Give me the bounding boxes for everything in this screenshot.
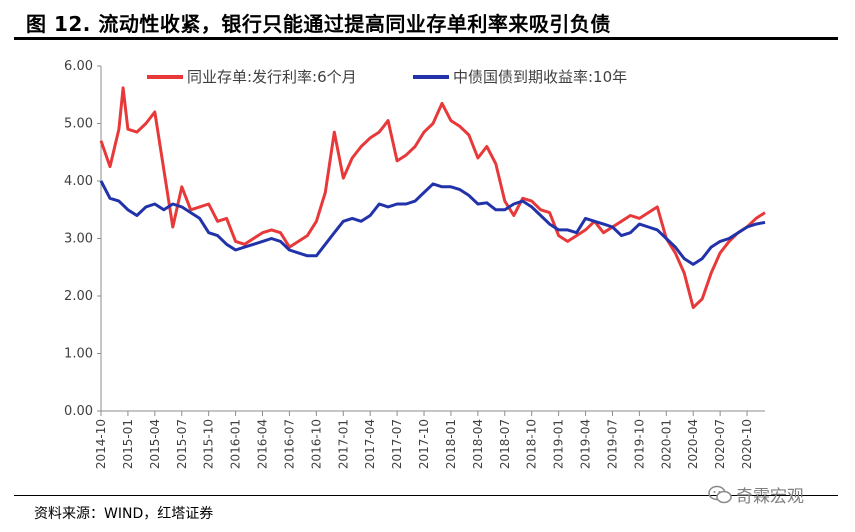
x-tick-label: 2016-10 xyxy=(309,419,323,469)
x-tick-label: 2016-07 xyxy=(282,419,296,469)
x-tick-label: 2020-01 xyxy=(659,419,673,469)
watermark: 奇霖宏观 xyxy=(708,482,804,507)
legend-label-2: 中债国债到期收益率:10年 xyxy=(453,68,627,86)
x-tick-label: 2014-10 xyxy=(94,419,108,469)
chart-axes: 0.00 1.00 2.00 3.00 4.00 5.00 6.00 2014-10 2015-… xyxy=(64,59,765,469)
y-tick-label: 5.00 xyxy=(64,117,93,132)
chart-legend: 同业存单:发行利率:6个月 中债国债到期收益率:10年 xyxy=(147,68,627,86)
x-tick-label: 2015-10 xyxy=(202,419,216,469)
x-tick-label: 2018-04 xyxy=(471,419,485,469)
series-line-1 xyxy=(99,86,766,309)
x-tick-label: 2017-10 xyxy=(417,419,431,469)
x-tick-label: 2020-04 xyxy=(686,419,700,469)
x-tick-label: 2018-10 xyxy=(525,419,539,469)
x-tick-label: 2019-01 xyxy=(552,419,566,469)
y-tick-label: 4.00 xyxy=(64,174,93,189)
x-tick-label: 2015-01 xyxy=(121,419,135,469)
x-tick-label: 2019-10 xyxy=(632,419,646,469)
wechat-icon xyxy=(708,485,732,503)
x-tick-label: 2015-04 xyxy=(148,419,162,469)
x-tick-label: 2016-04 xyxy=(256,419,270,469)
x-tick-label: 2020-10 xyxy=(740,419,754,469)
x-tick-label: 2019-04 xyxy=(579,419,593,469)
legend-label-1: 同业存单:发行利率:6个月 xyxy=(187,68,357,86)
series-line-2 xyxy=(99,180,766,266)
x-tick-label: 2019-07 xyxy=(605,419,619,469)
y-tick-label: 2.00 xyxy=(64,289,93,304)
x-tick-label: 2017-04 xyxy=(363,419,377,469)
chart-lines xyxy=(99,86,766,309)
x-tick-label: 2017-01 xyxy=(336,419,350,469)
x-tick-label: 2017-07 xyxy=(390,419,404,469)
x-tick-label: 2016-01 xyxy=(229,419,243,469)
x-tick-label: 2020-07 xyxy=(713,419,727,469)
y-tick-label: 0.00 xyxy=(64,404,93,419)
figure-title: 图 12. 流动性收紧，银行只能通过提高同业存单利率来吸引负债 xyxy=(26,12,611,36)
x-tick-label: 2018-01 xyxy=(444,419,458,469)
chart: 0.00 1.00 2.00 3.00 4.00 5.00 6.00 2014-10 2015-… xyxy=(64,59,766,469)
y-tick-label: 6.00 xyxy=(64,59,93,74)
y-tick-label: 3.00 xyxy=(64,232,93,247)
watermark-text: 奇霖宏观 xyxy=(736,487,804,507)
x-tick-label: 2018-07 xyxy=(498,419,512,469)
y-tick-label: 1.00 xyxy=(64,347,93,362)
source-note: 资料来源：WIND，红塔证券 xyxy=(34,506,214,522)
x-tick-label: 2015-07 xyxy=(175,419,189,469)
footer-rule xyxy=(14,495,838,496)
title-rule xyxy=(14,37,838,40)
